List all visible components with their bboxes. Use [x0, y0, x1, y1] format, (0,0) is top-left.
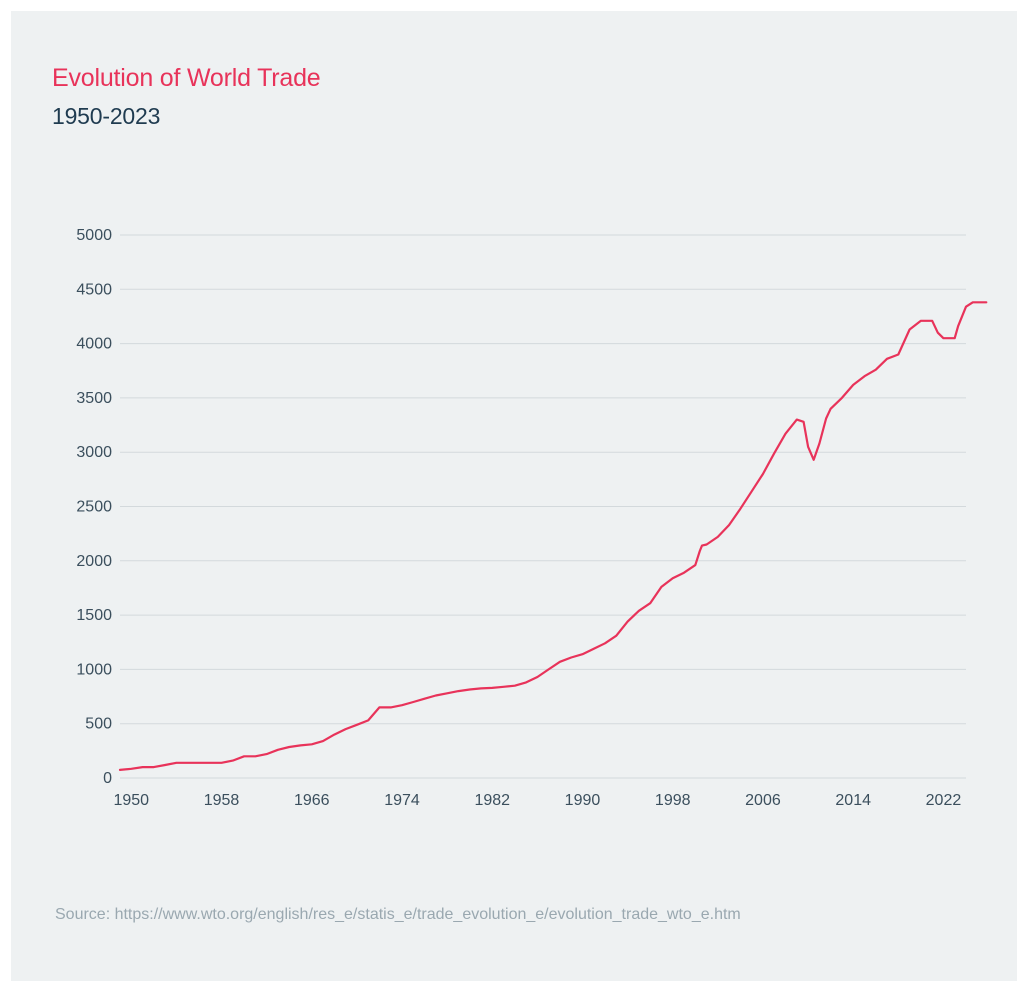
y-tick-label: 500 — [85, 716, 112, 733]
x-tick-label: 1950 — [113, 792, 149, 809]
y-axis-ticks: 0 500 1000 1500 2000 2500 3000 3500 4000 4500 5000 — [76, 227, 112, 787]
series-layer — [118, 301, 988, 772]
y-tick-label: 1500 — [76, 607, 112, 624]
x-tick-label: 1958 — [204, 792, 240, 809]
x-tick-label: 1974 — [384, 792, 420, 809]
chart-title: Evolution of World Trade — [52, 64, 321, 92]
y-tick-label: 2000 — [76, 553, 112, 570]
chart-subtitle: 1950-2023 — [52, 103, 161, 129]
gridlines — [120, 234, 966, 779]
y-tick-label: 5000 — [76, 227, 112, 244]
x-tick-label: 1990 — [565, 792, 601, 809]
y-tick-label: 0 — [103, 770, 112, 787]
chart-panel — [11, 11, 1017, 981]
y-tick-label: 4000 — [76, 336, 112, 353]
y-tick-label: 3000 — [76, 444, 112, 461]
x-axis-ticks: 1950 1958 1966 1974 1982 1990 1998 2006 2014 2022 — [113, 792, 961, 809]
y-tick-label: 3500 — [76, 390, 112, 407]
y-tick-label: 1000 — [76, 661, 112, 678]
y-tick-label: 4500 — [76, 281, 112, 298]
x-tick-label: 1982 — [474, 792, 510, 809]
x-tick-label: 2014 — [835, 792, 871, 809]
series-line-0 — [118, 301, 988, 772]
x-tick-label: 1966 — [294, 792, 330, 809]
source-note: Source: https://www.wto.org/english/res_… — [55, 906, 741, 923]
x-tick-label: 2006 — [745, 792, 781, 809]
y-tick-label: 2500 — [76, 499, 112, 516]
x-tick-label: 2022 — [926, 792, 962, 809]
x-tick-label: 1998 — [655, 792, 691, 809]
